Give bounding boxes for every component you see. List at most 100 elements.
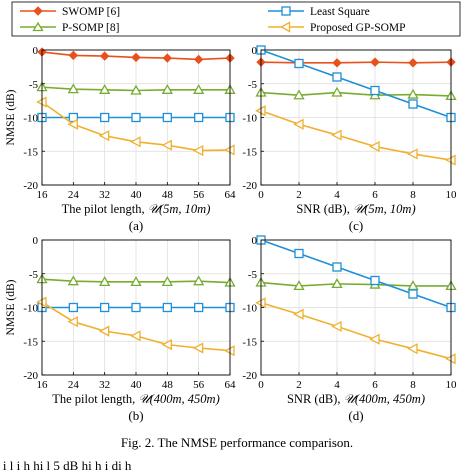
data-point-marker [370, 85, 380, 96]
x-tick-label: 64 [225, 379, 237, 391]
y-tick-label: -15 [242, 146, 257, 158]
data-point-marker [162, 53, 173, 63]
data-point-marker [407, 148, 418, 160]
bottom-body-text: l i l i h hi l 5 dB hi h i di h [0, 458, 132, 472]
x-tick-label: 6 [372, 379, 378, 391]
panel-label: (a) [129, 218, 143, 233]
x-tick-label: 10 [446, 379, 458, 391]
data-point-marker [294, 248, 304, 259]
y-tick-label: -5 [29, 269, 39, 281]
panel-a: 16 24 32 40 48 56 64 0 -5 -10 -15 -20 NMSE (dB) The p… [5, 45, 236, 233]
y-tick-label: 0 [33, 235, 39, 247]
data-point-marker [331, 320, 342, 332]
x-tick-label: 16 [37, 189, 49, 201]
data-point-marker [192, 342, 204, 354]
x-tick-label: 0 [258, 189, 264, 201]
x-tick-label: 32 [99, 379, 110, 391]
data-point-marker [131, 112, 141, 123]
x-tick-label: 0 [258, 379, 264, 391]
x-tick-label: 2 [296, 379, 302, 391]
data-point-marker [331, 278, 343, 289]
data-point-marker [100, 302, 110, 313]
panel-c: 0 2 4 6 8 10 0 -5 -10 -15 -20 SNR (dB), 𝒰(5m, 10m) (… [242, 45, 457, 233]
series-line [260, 61, 452, 64]
x-tick-label: 4 [334, 189, 340, 201]
y-tick-label: -5 [29, 79, 39, 91]
data-point-marker [67, 83, 79, 94]
legend-entry-gpsomp: Proposed GP-SOMP [268, 21, 406, 34]
legend-label: Least Square [310, 6, 370, 18]
data-point-marker [407, 343, 418, 355]
data-point-marker [369, 333, 380, 345]
y-tick-label: -10 [242, 113, 257, 125]
y-tick-label: -20 [242, 370, 257, 382]
data-point-marker [370, 57, 380, 67]
series-line [260, 281, 451, 287]
y-tick-label: -10 [242, 303, 257, 315]
y-axis-label: NMSE (dB) [5, 89, 17, 145]
x-tick-label: 24 [68, 189, 80, 201]
data-point-marker [293, 308, 304, 320]
data-point-marker [99, 83, 111, 94]
series-line [260, 109, 452, 161]
data-point-marker [370, 275, 380, 286]
data-point-marker [369, 140, 380, 153]
panel-b: 16 24 32 40 48 56 64 0 -5 -10 -15 -20 NMSE (dB) The p… [5, 235, 236, 423]
data-point-marker [331, 86, 343, 97]
x-tick-label: 2 [296, 189, 302, 201]
left-triangle-marker-icon [280, 21, 291, 33]
data-point-marker [332, 262, 342, 272]
y-tick-label: -15 [23, 146, 38, 158]
data-point-marker [131, 302, 141, 313]
data-point-marker [332, 72, 342, 82]
data-point-marker [332, 58, 342, 68]
data-point-marker [162, 302, 172, 313]
data-point-marker [98, 325, 110, 337]
data-point-marker [162, 112, 172, 123]
x-tick-label: 56 [193, 189, 205, 201]
data-point-marker [192, 144, 204, 157]
x-tick-label: 48 [162, 189, 174, 201]
x-tick-label: 32 [99, 189, 110, 201]
panel-label: (c) [349, 218, 363, 233]
data-point-marker [408, 58, 418, 68]
data-point-marker [193, 54, 204, 65]
legend-entry-ls: Least Square [268, 6, 370, 18]
data-point-marker [99, 51, 110, 61]
legend-entry-psomp: P-SOMP [8] [20, 21, 119, 34]
x-axis-label: SNR (dB), 𝒰(400m, 450m) [287, 392, 425, 406]
data-point-marker [161, 339, 172, 351]
x-axis-label: The pilot length, 𝒰(400m, 450m) [52, 392, 220, 406]
x-tick-label: 40 [131, 379, 143, 391]
data-point-marker [67, 275, 79, 286]
data-point-marker [193, 275, 205, 286]
x-axis-label: SNR (dB), 𝒰(5m, 10m) [296, 202, 415, 216]
y-tick-label: -20 [23, 180, 38, 192]
triangle-marker-icon [32, 21, 44, 32]
data-point-marker [294, 58, 304, 69]
data-point-marker [408, 99, 418, 109]
legend-label: P-SOMP [8] [62, 22, 119, 34]
y-tick-label: -10 [23, 113, 38, 125]
y-tick-label: -15 [23, 336, 38, 348]
data-point-marker [99, 276, 111, 286]
data-point-marker [67, 316, 78, 328]
data-point-marker [130, 136, 141, 148]
x-axis-label: The pilot length, 𝒰(5m, 10m) [62, 202, 211, 216]
x-tick-label: 48 [162, 379, 174, 391]
data-point-marker [68, 50, 79, 61]
data-point-marker [67, 118, 78, 130]
legend-box [11, 1, 461, 37]
legend: SWOMP [6] P-SOMP [8] Least Square Propos… [11, 1, 461, 37]
legend-label: Proposed GP-SOMP [310, 22, 406, 34]
data-point-marker [130, 276, 142, 286]
series-line [260, 49, 452, 119]
data-point-marker [68, 302, 78, 313]
diamond-marker-icon [33, 6, 43, 16]
data-point-marker [130, 330, 141, 342]
data-point-marker [131, 52, 141, 63]
legend-entry-swomp: SWOMP [6] [20, 6, 120, 18]
x-tick-label: 8 [410, 379, 416, 391]
data-point-marker [193, 83, 205, 94]
